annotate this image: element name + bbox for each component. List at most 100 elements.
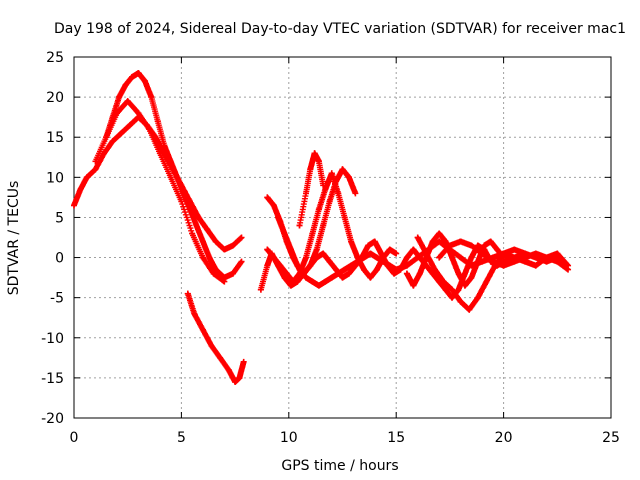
- series-track-1: [71, 114, 245, 253]
- data-point: [449, 294, 456, 301]
- data-point: [511, 246, 518, 253]
- data-point: [193, 222, 200, 229]
- data-point: [313, 246, 320, 253]
- data-point: [532, 250, 539, 257]
- data-point: [322, 278, 329, 285]
- data-point: [264, 246, 271, 253]
- data-point: [283, 270, 290, 277]
- data-point: [118, 130, 125, 137]
- data-point: [184, 290, 191, 297]
- series-track-12: [436, 238, 572, 273]
- data-point: [195, 214, 202, 221]
- data-point: [436, 230, 443, 237]
- data-point: [240, 358, 247, 365]
- data-point: [206, 254, 213, 261]
- data-point: [468, 242, 475, 249]
- data-point: [92, 158, 99, 165]
- data-point: [511, 258, 518, 265]
- data-point: [410, 246, 417, 253]
- data-point: [333, 266, 340, 273]
- data-point: [103, 134, 110, 141]
- data-point: [442, 286, 449, 293]
- data-point: [302, 274, 309, 281]
- data-point: [174, 174, 181, 181]
- x-axis-label: GPS time / hours: [281, 458, 398, 474]
- data-point: [449, 286, 456, 293]
- data-point: [320, 182, 327, 189]
- data-point: [77, 186, 84, 193]
- data-point: [189, 230, 196, 237]
- data-point: [335, 270, 342, 277]
- data-point: [474, 258, 481, 265]
- data-point: [403, 262, 410, 269]
- data-marks: [71, 70, 572, 385]
- data-point: [487, 238, 494, 245]
- data-point: [532, 262, 539, 269]
- data-point: [264, 262, 271, 269]
- series-track-4: [184, 290, 247, 385]
- data-point: [236, 374, 243, 381]
- data-point: [360, 266, 367, 273]
- x-tick-label: 10: [280, 430, 298, 446]
- data-point: [296, 222, 303, 229]
- data-point: [135, 70, 142, 77]
- data-point: [455, 286, 462, 293]
- data-point: [287, 246, 294, 253]
- data-point: [423, 250, 430, 257]
- data-point: [483, 278, 490, 285]
- data-point: [410, 282, 417, 289]
- data-point: [221, 278, 228, 285]
- data-point: [386, 262, 393, 269]
- data-point: [481, 242, 488, 249]
- data-point: [217, 354, 224, 361]
- data-point: [373, 254, 380, 261]
- data-point: [161, 142, 168, 149]
- y-tick-label: -15: [41, 371, 64, 387]
- data-point: [446, 242, 453, 249]
- data-point: [229, 242, 236, 249]
- y-axis-label: SDTVAR / TECUs: [6, 181, 22, 296]
- data-point: [345, 174, 352, 181]
- data-point: [208, 342, 215, 349]
- data-point: [264, 194, 271, 201]
- data-point: [146, 126, 153, 133]
- data-point: [403, 270, 410, 277]
- data-point: [354, 258, 361, 265]
- data-point: [341, 266, 348, 273]
- plot-frame: [73, 56, 612, 419]
- data-point: [466, 306, 473, 313]
- data-point: [307, 262, 314, 269]
- data-point: [277, 262, 284, 269]
- data-point: [348, 262, 355, 269]
- data-point: [225, 366, 232, 373]
- data-point: [360, 254, 367, 261]
- data-point: [128, 74, 135, 81]
- data-point: [199, 254, 206, 261]
- data-point: [457, 298, 464, 305]
- data-point: [309, 230, 316, 237]
- data-point: [393, 266, 400, 273]
- series-track-8: [275, 166, 359, 277]
- data-point: [238, 234, 245, 241]
- data-point: [455, 270, 462, 277]
- data-point: [238, 258, 245, 265]
- data-point: [429, 238, 436, 245]
- data-point: [315, 158, 322, 165]
- x-tick-label: 20: [495, 430, 513, 446]
- data-point: [367, 274, 374, 281]
- data-point: [436, 238, 443, 245]
- data-point: [554, 250, 561, 257]
- data-point: [457, 254, 464, 261]
- data-point: [287, 282, 294, 289]
- data-point: [414, 254, 421, 261]
- data-point: [320, 250, 327, 257]
- data-point: [83, 174, 90, 181]
- data-point: [290, 278, 297, 285]
- data-point: [386, 246, 393, 253]
- data-point: [326, 198, 333, 205]
- data-point: [474, 294, 481, 301]
- x-tick-label: 0: [70, 430, 79, 446]
- data-point: [199, 238, 206, 245]
- x-tick-label: 15: [387, 430, 405, 446]
